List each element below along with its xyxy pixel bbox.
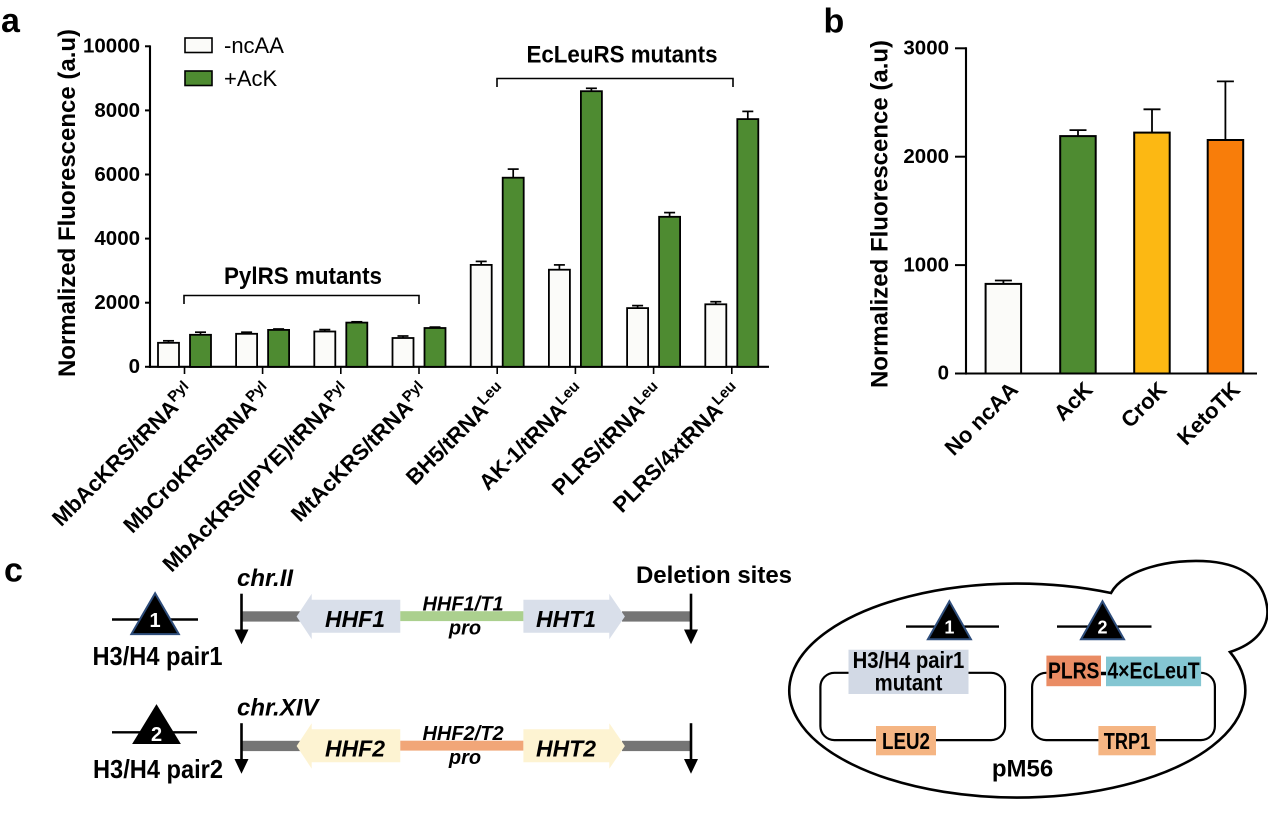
svg-text:Normalized Fluorescence (a.u): Normalized Fluorescence (a.u) <box>867 40 894 388</box>
svg-text:HHF2: HHF2 <box>325 736 385 762</box>
svg-text:a: a <box>1 2 21 40</box>
svg-text:HHF1: HHF1 <box>325 606 385 632</box>
svg-text:-ncAA: -ncAA <box>224 33 284 58</box>
svg-text:1: 1 <box>944 618 954 638</box>
svg-text:chr.XIV: chr.XIV <box>237 695 320 722</box>
svg-text:c: c <box>4 552 23 590</box>
svg-text:Deletion sites: Deletion sites <box>636 562 792 589</box>
svg-text:b: b <box>824 2 845 40</box>
svg-text:H3/H4 pair1: H3/H4 pair1 <box>853 647 965 673</box>
svg-text:HHT2: HHT2 <box>536 736 596 762</box>
svg-text:0: 0 <box>129 355 140 378</box>
svg-text:0: 0 <box>938 362 949 385</box>
svg-text:H3/H4 pair2: H3/H4 pair2 <box>93 754 223 784</box>
svg-text:LEU2: LEU2 <box>882 728 930 754</box>
svg-text:pM56: pM56 <box>992 756 1053 783</box>
svg-text:+AcK: +AcK <box>224 66 278 91</box>
svg-text:2000: 2000 <box>903 145 949 168</box>
svg-text:4×EcLeuT: 4×EcLeuT <box>1107 657 1199 683</box>
svg-text:Normalized Fluorescence (a.u): Normalized Fluorescence (a.u) <box>54 29 81 377</box>
svg-text:6000: 6000 <box>94 163 140 186</box>
svg-text:PylRS mutants: PylRS mutants <box>224 263 382 290</box>
svg-text:2: 2 <box>1097 618 1107 638</box>
svg-text:2000: 2000 <box>94 291 140 314</box>
svg-text:1: 1 <box>150 610 161 632</box>
svg-text:1000: 1000 <box>903 253 949 276</box>
svg-text:10000: 10000 <box>83 35 140 58</box>
svg-text:3000: 3000 <box>903 37 949 60</box>
svg-text:HHT1: HHT1 <box>536 606 596 632</box>
svg-text:EcLeuRS mutants: EcLeuRS mutants <box>527 42 718 69</box>
svg-text:TRP1: TRP1 <box>1104 728 1151 754</box>
svg-text:HHF2/T2: HHF2/T2 <box>422 723 503 745</box>
svg-text:H3/H4 pair1: H3/H4 pair1 <box>93 641 223 671</box>
svg-text:8000: 8000 <box>94 99 140 122</box>
svg-text:4000: 4000 <box>94 227 140 250</box>
svg-text:mutant: mutant <box>875 670 943 696</box>
svg-text:2: 2 <box>151 724 162 746</box>
svg-text:pro: pro <box>448 747 481 769</box>
svg-text:pro: pro <box>448 617 481 639</box>
svg-text:HHF1/T1: HHF1/T1 <box>422 593 503 615</box>
svg-text:PLRS: PLRS <box>1048 657 1100 683</box>
svg-text:chr.II: chr.II <box>237 565 294 592</box>
